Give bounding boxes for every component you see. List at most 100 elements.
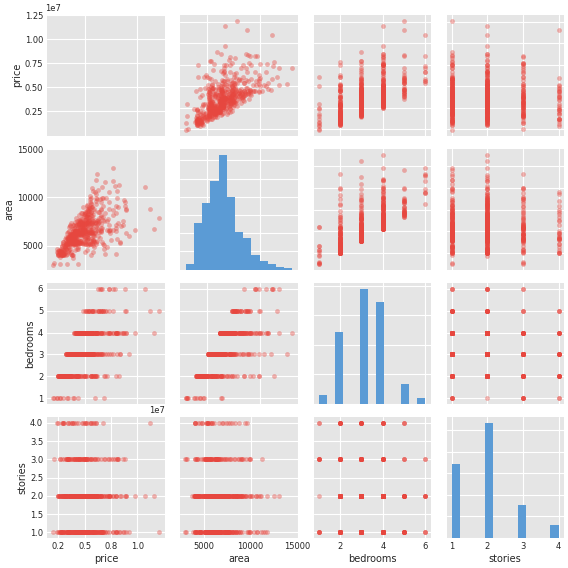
Point xyxy=(421,52,430,61)
Point xyxy=(448,183,457,193)
Point xyxy=(288,328,297,337)
Point xyxy=(483,196,492,205)
Point xyxy=(357,227,366,236)
Point xyxy=(81,528,90,537)
Point xyxy=(89,528,98,537)
Point xyxy=(220,22,229,31)
Point xyxy=(483,243,492,252)
Point xyxy=(66,350,75,359)
Point xyxy=(519,328,528,337)
Point xyxy=(89,491,98,500)
Point xyxy=(448,394,457,403)
Point xyxy=(448,227,457,236)
Point xyxy=(357,101,366,110)
Point xyxy=(73,227,82,236)
Point xyxy=(208,350,217,359)
Point xyxy=(378,528,387,537)
Point xyxy=(483,120,492,129)
Point xyxy=(519,82,528,91)
Point xyxy=(243,50,252,59)
Point xyxy=(483,85,492,94)
Point xyxy=(336,455,345,464)
Point xyxy=(378,215,387,224)
Point xyxy=(378,83,387,93)
Point xyxy=(519,328,528,337)
Point xyxy=(448,350,457,359)
Point xyxy=(483,284,492,293)
Point xyxy=(103,215,112,224)
Point xyxy=(220,328,229,337)
Point xyxy=(357,491,366,500)
Point xyxy=(182,455,191,464)
Point xyxy=(357,528,366,537)
Point xyxy=(208,112,218,122)
Point xyxy=(448,350,457,359)
Point xyxy=(357,95,366,104)
Point xyxy=(336,491,345,500)
Point xyxy=(357,102,366,111)
Point xyxy=(212,105,222,114)
Point xyxy=(357,105,366,114)
Point xyxy=(483,103,492,112)
Point xyxy=(196,372,205,381)
Point xyxy=(448,121,457,130)
Point xyxy=(93,328,102,337)
Point xyxy=(378,491,387,500)
Point xyxy=(519,350,528,359)
Point xyxy=(213,491,222,500)
Point xyxy=(483,231,492,240)
Point xyxy=(378,491,387,500)
Point xyxy=(225,528,235,537)
Point xyxy=(483,232,492,241)
Point xyxy=(314,104,323,113)
Point xyxy=(59,419,68,428)
Point xyxy=(519,110,528,119)
Point xyxy=(357,106,366,115)
Point xyxy=(219,455,228,464)
Point xyxy=(70,372,79,381)
Point xyxy=(72,328,81,337)
Point xyxy=(244,328,253,337)
Point xyxy=(448,109,457,118)
Point xyxy=(519,90,528,99)
Point xyxy=(483,90,492,99)
Point xyxy=(483,350,492,359)
Point xyxy=(140,491,149,500)
Point xyxy=(73,528,82,537)
Point xyxy=(519,237,528,246)
Point xyxy=(483,236,492,245)
Point xyxy=(81,528,90,537)
Point xyxy=(554,105,563,114)
Point xyxy=(109,284,118,293)
Point xyxy=(357,92,366,101)
Point xyxy=(182,394,191,403)
Point xyxy=(62,455,71,464)
Point xyxy=(216,91,225,101)
Point xyxy=(483,229,492,239)
Point xyxy=(204,350,214,359)
Point xyxy=(314,111,323,120)
Point xyxy=(314,455,323,464)
Point xyxy=(483,350,492,359)
Point xyxy=(225,101,234,110)
Point xyxy=(193,120,202,129)
Point xyxy=(448,78,457,87)
Point xyxy=(98,528,107,537)
Point xyxy=(378,202,387,211)
Point xyxy=(554,26,563,35)
Point xyxy=(378,528,387,537)
Point xyxy=(274,284,283,293)
Point xyxy=(77,491,86,500)
Point xyxy=(82,528,91,537)
Point xyxy=(118,328,127,337)
Point xyxy=(216,372,225,381)
Point xyxy=(448,350,457,359)
Point xyxy=(336,241,345,250)
Point xyxy=(357,419,366,428)
Point xyxy=(357,528,366,537)
Point xyxy=(378,84,387,93)
Point xyxy=(357,97,366,106)
Point xyxy=(219,350,228,359)
Point xyxy=(448,236,457,245)
Point xyxy=(219,328,228,337)
